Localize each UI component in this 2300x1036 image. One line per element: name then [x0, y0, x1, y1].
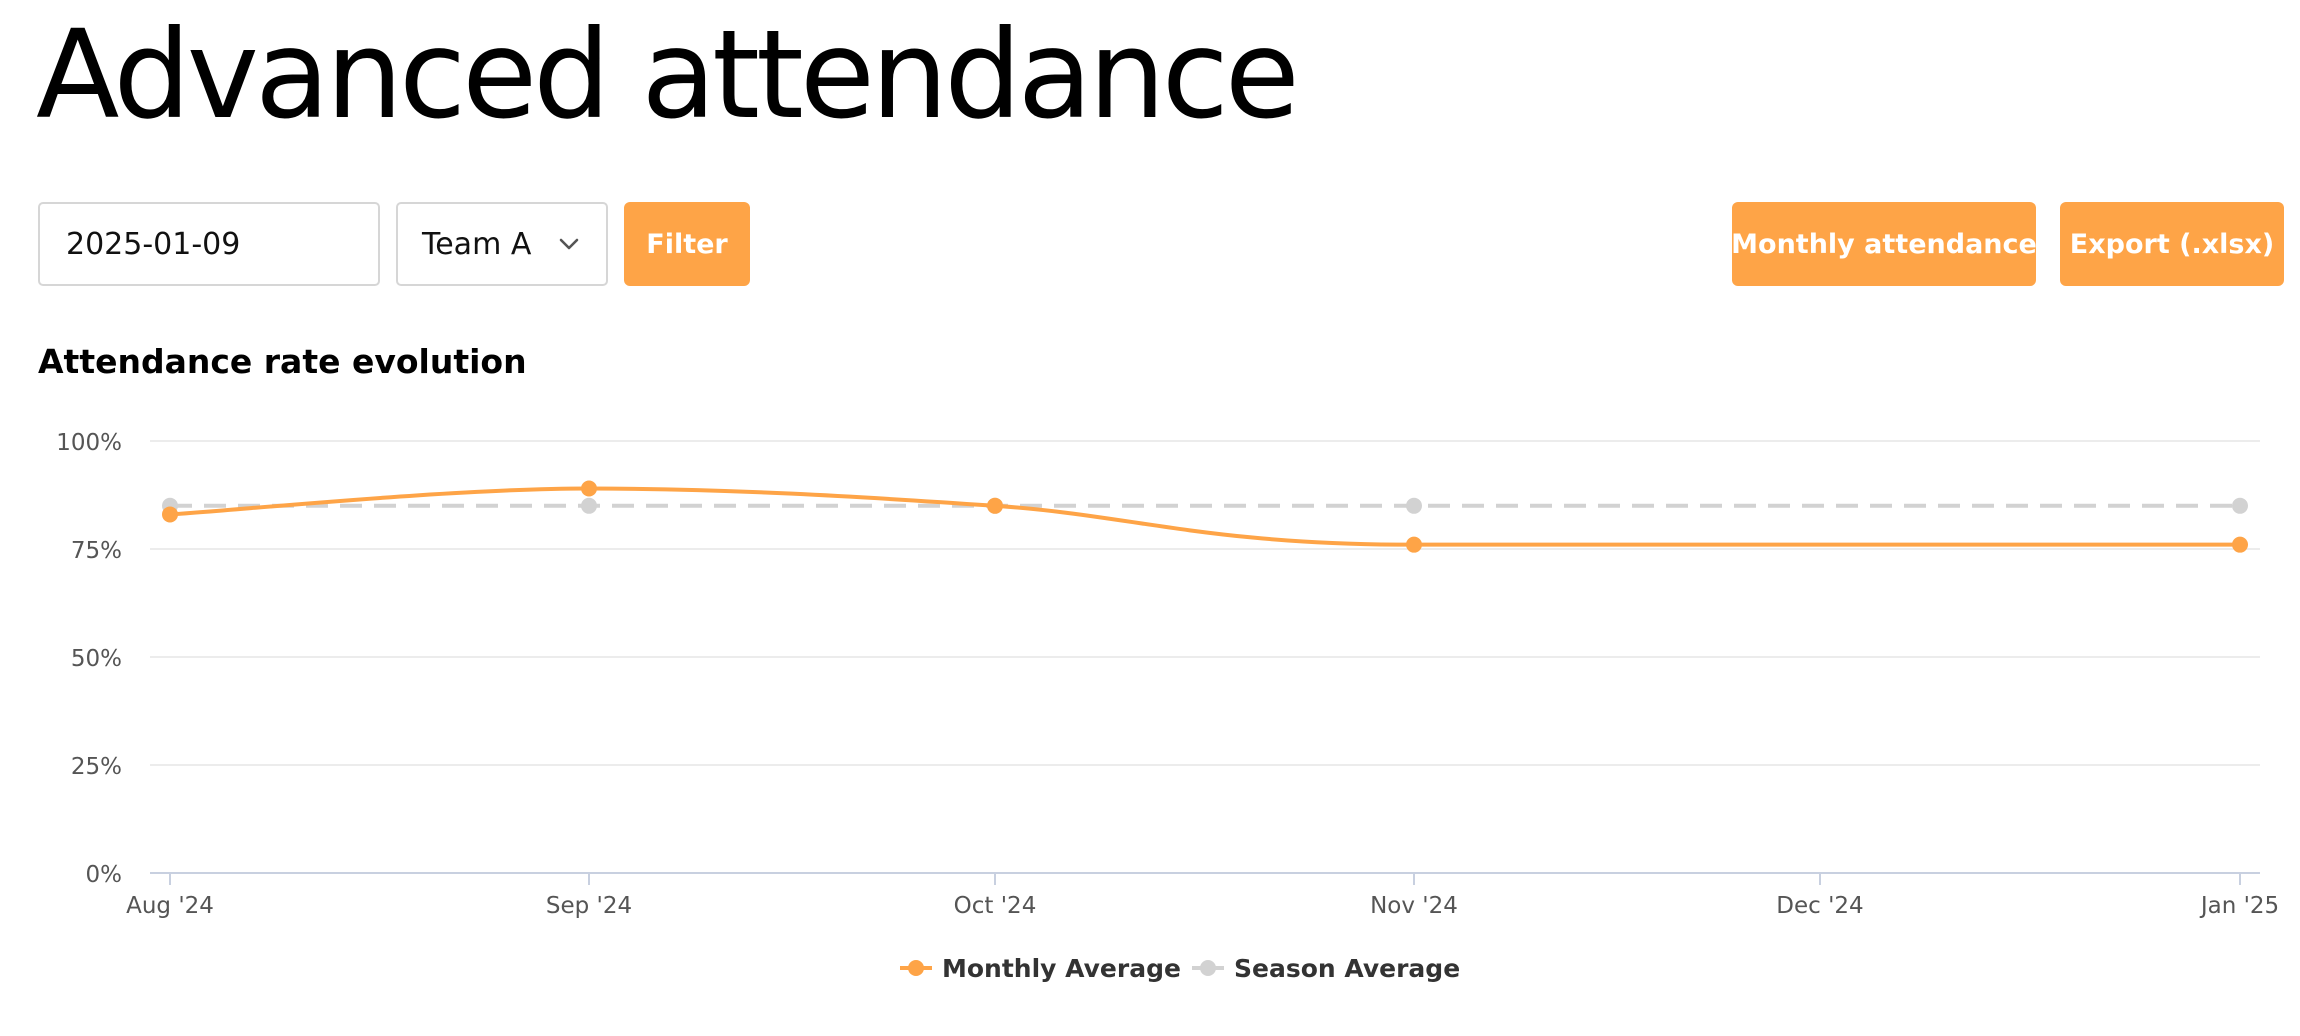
monthly-average-point — [2232, 536, 2248, 553]
filter-button[interactable]: Filter — [624, 202, 750, 286]
legend-item-season-average[interactable]: Season Average — [1192, 954, 1460, 983]
x-tick-label: Oct '24 — [954, 893, 1037, 919]
y-tick-label: 75% — [71, 538, 122, 564]
legend-swatch-marker — [908, 960, 924, 976]
monthly-average-point — [987, 497, 1003, 514]
chevron-down-icon — [556, 231, 582, 257]
page-title: Advanced attendance — [36, 4, 1300, 146]
y-tick-label: 25% — [71, 754, 122, 780]
legend-item-monthly-average[interactable]: Monthly Average — [900, 954, 1181, 983]
season-average-point — [162, 497, 178, 514]
x-tick-label: Jan '25 — [2199, 893, 2279, 919]
export-xlsx-button[interactable]: Export (.xlsx) — [2060, 202, 2284, 286]
x-tick-label: Sep '24 — [546, 893, 632, 919]
x-tick-label: Dec '24 — [1776, 893, 1863, 919]
x-tick-label: Nov '24 — [1370, 893, 1458, 919]
y-tick-label: 50% — [71, 646, 122, 672]
team-select-value: Team A — [422, 226, 532, 262]
monthly-average-line — [169, 486, 2240, 547]
season-average-point — [581, 497, 597, 514]
monthly-attendance-button[interactable]: Monthly attendance — [1731, 202, 2037, 286]
legend-label: Monthly Average — [942, 954, 1181, 983]
legend-swatch-marker — [1200, 960, 1216, 976]
monthly-average-point — [581, 480, 597, 497]
chart-title: Attendance rate evolution — [38, 342, 527, 381]
date-input[interactable] — [38, 202, 380, 286]
y-tick-label: 100% — [56, 430, 122, 456]
season-average-point — [2232, 497, 2248, 514]
season-average-point — [987, 497, 1003, 514]
season-average-point — [1406, 497, 1422, 514]
x-tick-label: Aug '24 — [126, 893, 214, 919]
y-tick-label: 0% — [86, 862, 123, 888]
team-select[interactable]: Team A — [396, 202, 608, 286]
legend-label: Season Average — [1234, 954, 1460, 983]
monthly-average-point — [162, 506, 178, 523]
filter-bar: Team A Filter — [38, 202, 750, 286]
monthly-average-point — [1406, 536, 1422, 553]
